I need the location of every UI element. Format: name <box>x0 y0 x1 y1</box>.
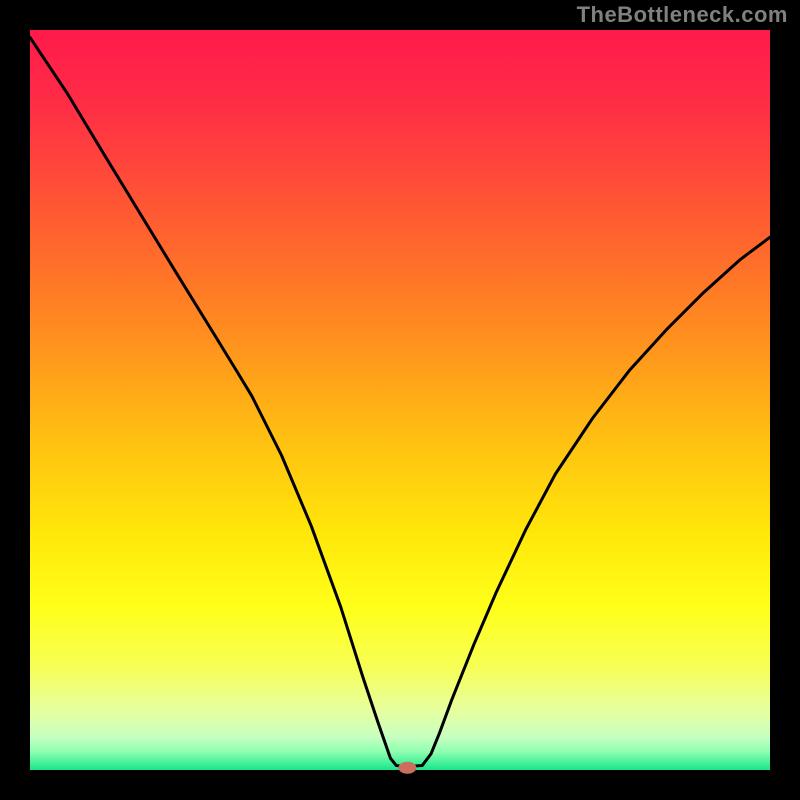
optimum-marker <box>398 762 416 774</box>
watermark-text: TheBottleneck.com <box>577 2 788 28</box>
chart-frame: { "watermark": "TheBottleneck.com", "cha… <box>0 0 800 800</box>
plot-background <box>30 30 770 770</box>
bottleneck-chart <box>0 0 800 800</box>
